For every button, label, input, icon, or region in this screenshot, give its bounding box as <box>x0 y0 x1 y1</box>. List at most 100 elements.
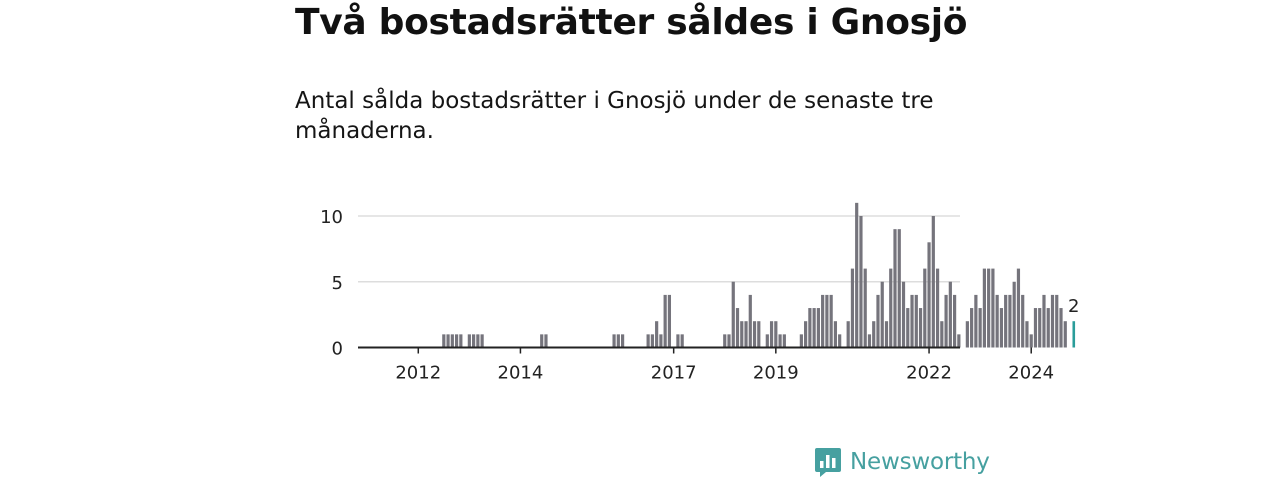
bar <box>748 294 752 348</box>
x-tick-label: 2014 <box>498 363 544 384</box>
bar <box>650 334 654 348</box>
bar <box>1038 308 1042 348</box>
bar <box>982 268 986 348</box>
bar <box>1050 294 1055 348</box>
bar <box>1016 268 1021 348</box>
bar <box>540 334 544 348</box>
bar <box>940 321 944 348</box>
bar <box>974 294 978 348</box>
bar <box>987 268 991 348</box>
bar <box>731 281 735 348</box>
bar <box>1042 294 1046 348</box>
newsworthy-bar-chart-icon <box>815 448 841 477</box>
bar <box>927 242 931 348</box>
bar <box>723 334 727 348</box>
bar <box>876 294 880 348</box>
bar <box>893 229 897 348</box>
bar <box>467 334 471 348</box>
chart-subtitle: Antal sålda bostadsrätter i Gnosjö under… <box>295 88 934 144</box>
bar <box>944 294 948 348</box>
bar <box>1004 294 1008 348</box>
bar <box>1025 321 1029 348</box>
bar <box>774 321 778 348</box>
bar <box>769 321 774 348</box>
bar <box>829 294 833 348</box>
bar <box>846 321 850 348</box>
bar <box>991 268 995 348</box>
bar <box>765 334 769 348</box>
bar <box>816 308 820 348</box>
bar <box>808 308 812 348</box>
bar <box>659 334 663 348</box>
bar <box>1008 294 1012 348</box>
bar <box>910 294 914 348</box>
bar <box>616 334 620 348</box>
bar <box>855 202 859 348</box>
bar <box>727 334 731 348</box>
bars <box>442 202 1076 348</box>
bar <box>880 281 884 348</box>
bar <box>1029 334 1033 348</box>
bar <box>480 334 484 348</box>
bar <box>859 216 863 348</box>
bar <box>1063 321 1067 348</box>
bar <box>838 334 842 348</box>
bar <box>957 334 961 348</box>
bar <box>850 268 855 348</box>
bar <box>918 308 923 348</box>
bar <box>872 321 876 348</box>
bar <box>978 308 982 348</box>
bar <box>931 216 935 348</box>
bar <box>970 308 974 348</box>
bar <box>1012 281 1016 348</box>
bar <box>778 334 782 348</box>
bar <box>999 308 1004 348</box>
bar <box>1055 294 1059 348</box>
bar-chart: 0 5 10 2012 2014 2017 2019 2022 2024 2 <box>320 202 1080 384</box>
y-tick-label: 5 <box>332 273 343 294</box>
x-axis-labels: 2012 2014 2017 2019 2022 2024 <box>395 347 1054 384</box>
bar <box>744 321 748 348</box>
bar <box>472 334 476 348</box>
bar <box>446 334 450 348</box>
bar <box>442 334 446 348</box>
y-tick-label: 0 <box>332 339 343 360</box>
bar <box>804 321 808 348</box>
bar <box>454 334 459 348</box>
bar <box>867 334 872 348</box>
bar <box>952 294 957 348</box>
bar <box>923 268 927 348</box>
bar <box>667 294 672 348</box>
bar <box>1059 308 1063 348</box>
bar <box>655 321 659 348</box>
x-tick-label: 2012 <box>395 363 441 384</box>
brand-name: Newsworthy <box>850 449 990 475</box>
bar <box>1033 308 1038 348</box>
bar <box>620 334 625 348</box>
bar <box>450 334 454 348</box>
bar <box>757 321 761 348</box>
bar <box>965 321 969 348</box>
x-tick-label: 2022 <box>906 363 952 384</box>
bar <box>889 268 893 348</box>
y-axis-labels: 0 5 10 <box>320 207 343 360</box>
bar <box>948 281 952 348</box>
x-tick-label: 2019 <box>753 363 799 384</box>
bar <box>735 308 740 348</box>
bar <box>884 321 889 348</box>
bar <box>995 294 999 348</box>
chart-title: Två bostadsrätter såldes i Gnosjö <box>295 2 968 43</box>
y-tick-label: 10 <box>320 207 343 228</box>
bar <box>906 308 910 348</box>
bar <box>821 294 825 348</box>
bar <box>812 308 816 348</box>
bar <box>914 294 918 348</box>
bar <box>782 334 786 348</box>
bar <box>459 334 463 348</box>
x-tick-label: 2024 <box>1008 363 1054 384</box>
bar <box>676 334 680 348</box>
bar <box>833 321 838 348</box>
bar <box>646 334 650 348</box>
bar <box>663 294 667 348</box>
gridlines <box>358 215 960 283</box>
